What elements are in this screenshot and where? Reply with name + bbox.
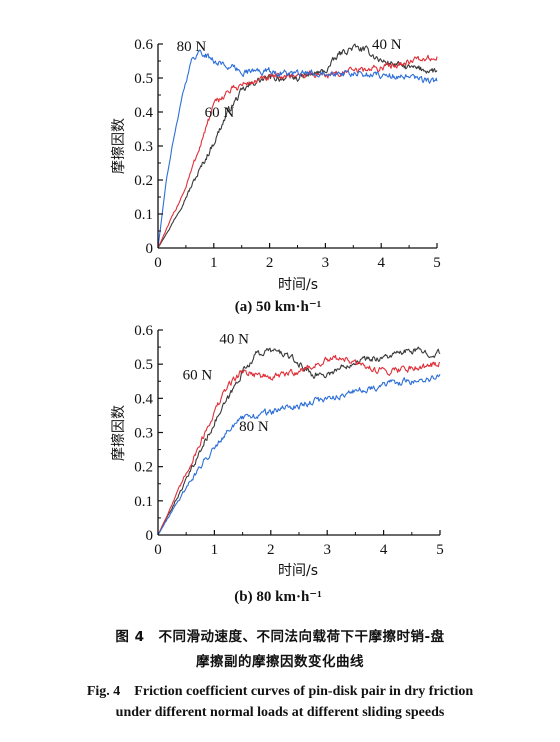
x-tick-label: 3 <box>323 542 331 558</box>
series-annotation: 40 N <box>219 332 249 348</box>
y-tick-label: 0.5 <box>134 71 153 87</box>
series-line-60n <box>157 54 438 249</box>
series-line-40n <box>157 346 441 536</box>
series-line-80n <box>157 49 438 249</box>
y-tick-label: 0.2 <box>134 460 153 476</box>
x-tick-label: 1 <box>210 255 218 271</box>
y-tick-label: 0.6 <box>134 323 153 339</box>
x-tick-label: 1 <box>211 542 219 558</box>
series-line-60n <box>157 354 441 536</box>
x-tick-label: 2 <box>267 542 275 558</box>
y-tick-label: 0 <box>146 241 154 257</box>
x-tick-label: 0 <box>154 542 162 558</box>
figure-caption-en-line2: under different normal loads at differen… <box>115 705 445 720</box>
x-tick-label: 4 <box>380 542 388 558</box>
y-tick-label: 0.3 <box>134 426 153 442</box>
axis-layer: 0 0.1 0.2 0.3 0.4 0.5 0.6 0 1 2 3 4 5 80 N 40 N 60 N <box>134 37 441 271</box>
y-tick-label: 0.4 <box>134 391 153 407</box>
series-annotation: 60 N <box>205 105 235 121</box>
figure: 0 0.1 0.2 0.3 0.4 0.5 0.6 0 1 2 3 4 5 80 N 40 N 60 N 时间… <box>110 37 444 605</box>
chart-a: 0 0.1 0.2 0.3 0.4 0.5 0.6 0 1 2 3 4 5 80 N 40 N 60 N 时间… <box>110 37 441 315</box>
series-annotation: 60 N <box>183 368 213 384</box>
series-line-80n <box>157 374 441 536</box>
x-tick-label: 0 <box>154 255 162 271</box>
series-layer <box>157 43 438 249</box>
axis-layer: 0 0.1 0.2 0.3 0.4 0.5 0.6 0 1 2 3 4 5 40 N 60 N 80 N <box>134 323 444 558</box>
series-annotation: 80 N <box>177 39 207 55</box>
x-axis-label: 时间/s <box>278 563 318 579</box>
y-axis-label: 摩擦因数 <box>110 405 127 461</box>
x-tick-label: 5 <box>433 255 441 271</box>
x-tick-label: 5 <box>436 542 444 558</box>
series-layer <box>157 346 441 536</box>
figure-caption-en-line1: Fig. 4 Friction coefficient curves of pi… <box>86 684 474 699</box>
y-tick-label: 0.1 <box>134 494 153 510</box>
chart-b: 0 0.1 0.2 0.3 0.4 0.5 0.6 0 1 2 3 4 5 40 N 60 N 80 N 时间… <box>110 323 444 605</box>
y-tick-label: 0.5 <box>134 357 153 373</box>
x-tick-label: 4 <box>377 255 385 271</box>
subcaption: (a) 50 km·h⁻¹ <box>235 299 322 315</box>
series-annotation: 80 N <box>239 419 269 435</box>
y-tick-label: 0.6 <box>134 37 153 53</box>
figure-caption-cn-line2: 摩擦副的摩擦因数变化曲线 <box>196 654 364 670</box>
figure-caption-cn-line1: 图 4 不同滑动速度、不同法向载荷下干摩擦时销-盘 <box>115 629 445 645</box>
x-axis-label: 时间/s <box>278 277 318 293</box>
x-tick-label: 3 <box>322 255 330 271</box>
y-tick-label: 0.4 <box>134 105 153 121</box>
y-tick-label: 0.3 <box>134 139 153 155</box>
series-annotation: 40 N <box>372 37 402 53</box>
x-tick-label: 2 <box>266 255 274 271</box>
subcaption: (b) 80 km·h⁻¹ <box>234 589 321 605</box>
y-axis-label: 摩擦因数 <box>110 118 127 174</box>
series-line-40n <box>157 43 438 249</box>
y-tick-label: 0 <box>146 528 154 544</box>
y-tick-label: 0.2 <box>134 173 153 189</box>
y-tick-label: 0.1 <box>134 207 153 223</box>
